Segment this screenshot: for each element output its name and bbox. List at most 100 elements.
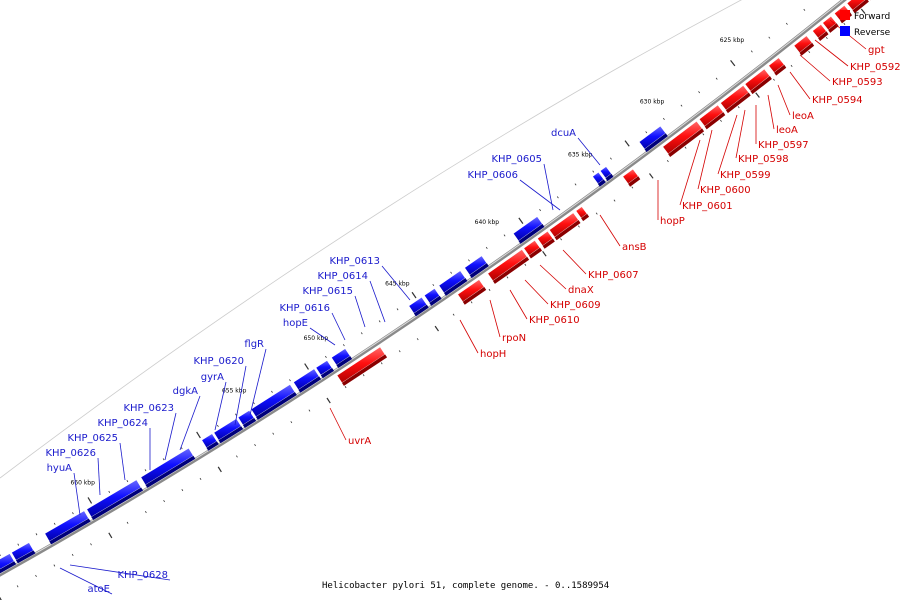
reverse-genes bbox=[0, 125, 668, 574]
reverse-gene-shade bbox=[644, 133, 668, 153]
forward-gene-label: KHP_0597 bbox=[758, 140, 809, 151]
forward-gene-label-leader bbox=[599, 214, 621, 247]
reverse-gene-label-leader bbox=[69, 564, 171, 581]
forward-gene-label-leader bbox=[789, 71, 811, 100]
forward-gene-label: leoA bbox=[776, 125, 798, 136]
tick-outer bbox=[217, 424, 219, 427]
tick-inner bbox=[631, 186, 634, 189]
reverse-gene-label-leader bbox=[119, 442, 126, 481]
outer-arc bbox=[0, 0, 742, 479]
reverse-gene-label-leader bbox=[179, 395, 201, 451]
tick-outer bbox=[289, 379, 291, 382]
forward-gene-label-leader bbox=[329, 407, 347, 441]
tick-outer bbox=[144, 469, 147, 472]
tick-outer bbox=[485, 246, 488, 249]
tick-inner bbox=[506, 276, 509, 279]
reverse-gene-label: KHP_0615 bbox=[302, 286, 353, 297]
forward-gene-shade bbox=[799, 42, 815, 56]
legend-reverse-label: Reverse bbox=[854, 28, 891, 38]
tick-inner bbox=[108, 532, 113, 539]
reverse-gene-shade bbox=[413, 304, 429, 317]
tick-inner bbox=[380, 362, 383, 365]
reverse-gene-label: KHP_0605 bbox=[491, 154, 542, 165]
tick-inner bbox=[53, 564, 56, 567]
forward-gene-label-leader bbox=[562, 249, 587, 275]
reverse-gene-shade bbox=[91, 487, 144, 520]
tick-inner bbox=[35, 574, 37, 578]
reverse-gene-shade bbox=[218, 426, 244, 444]
tick-outer bbox=[556, 196, 559, 199]
tick-inner bbox=[773, 78, 775, 81]
reverse-gene-shade bbox=[429, 295, 442, 306]
legend-reverse-swatch bbox=[840, 26, 850, 36]
tick-inner bbox=[808, 50, 811, 54]
forward-gene-shade bbox=[774, 64, 787, 76]
forward-gene-shade bbox=[704, 112, 726, 130]
tick-outer bbox=[304, 363, 309, 370]
forward-gene-label: KHP_0600 bbox=[700, 185, 751, 196]
forward-gene-label: rpoN bbox=[502, 333, 526, 344]
reverse-gene-label: gyrA bbox=[201, 372, 224, 383]
forward-gene-shade bbox=[852, 0, 869, 14]
tick-inner bbox=[272, 432, 275, 435]
forward-gene-label: KHP_0601 bbox=[682, 201, 733, 212]
tick-outer bbox=[503, 234, 506, 237]
tick-outer bbox=[342, 344, 345, 347]
forward-gene-label: KHP_0594 bbox=[812, 95, 863, 106]
reverse-gene-label: KHP_0628 bbox=[117, 570, 168, 581]
reverse-gene-label-leader bbox=[381, 265, 411, 301]
tick-inner bbox=[702, 133, 705, 136]
tick-inner bbox=[416, 338, 419, 341]
tick-inner bbox=[720, 119, 722, 122]
forward-gene-label: hopH bbox=[480, 349, 506, 360]
reverse-gene-label-leader bbox=[354, 295, 366, 328]
reverse-gene-shade bbox=[255, 391, 297, 420]
tick-inner bbox=[790, 64, 793, 67]
reverse-gene-label: KHP_0626 bbox=[45, 448, 96, 459]
tick-outer bbox=[432, 283, 435, 287]
reverse-gene-shade bbox=[320, 367, 335, 379]
reverse-gene-shade bbox=[336, 355, 353, 369]
tick-marks bbox=[0, 8, 866, 600]
reverse-gene-shade bbox=[206, 441, 219, 451]
reverse-gene-label-leader bbox=[164, 412, 177, 461]
legend-forward-label: Forward bbox=[854, 12, 890, 22]
tick-outer bbox=[803, 8, 806, 11]
reverse-gene-shade bbox=[443, 278, 468, 296]
forward-gene-label-leader bbox=[679, 139, 701, 206]
reverse-gene-label-leader bbox=[249, 348, 267, 416]
forward-gene-label-leader bbox=[489, 299, 501, 338]
reverse-gene-label: flgR bbox=[244, 339, 264, 350]
forward-gene-label: KHP_0593 bbox=[832, 77, 883, 88]
forward-gene-shade bbox=[828, 23, 839, 33]
reverse-gene-label-leader bbox=[519, 179, 561, 211]
forward-gene-label: uvrA bbox=[348, 436, 371, 447]
tick-inner bbox=[825, 36, 828, 40]
tick-inner bbox=[613, 199, 616, 202]
genome-backbone-highlight bbox=[0, 0, 844, 574]
tick-inner bbox=[560, 238, 562, 241]
forward-genes bbox=[336, 0, 871, 386]
tick-inner bbox=[755, 92, 760, 98]
tick-outer bbox=[411, 291, 417, 299]
forward-gene-label-leader bbox=[799, 54, 831, 82]
forward-gene-shade bbox=[341, 354, 388, 386]
tick-outer bbox=[396, 308, 399, 311]
reverse-gene-label: KHP_0625 bbox=[67, 433, 118, 444]
tick-inner bbox=[254, 444, 256, 447]
tick-outer bbox=[378, 320, 381, 323]
tick-outer bbox=[592, 170, 595, 173]
forward-gene-label: KHP_0598 bbox=[738, 154, 789, 165]
reverse-gene-label: KHP_0624 bbox=[97, 418, 148, 429]
tick-outer bbox=[126, 480, 129, 483]
reverse-gene-label: KHP_0614 bbox=[317, 271, 368, 282]
tick-outer bbox=[574, 183, 577, 186]
tick-outer bbox=[53, 522, 56, 525]
reverse-gene-label-leader bbox=[331, 312, 346, 341]
legend-forward-swatch bbox=[840, 10, 850, 20]
tick-inner bbox=[236, 455, 238, 458]
tick-inner bbox=[344, 386, 347, 389]
tick-inner bbox=[524, 263, 527, 266]
reverse-gene-shade bbox=[605, 173, 614, 182]
